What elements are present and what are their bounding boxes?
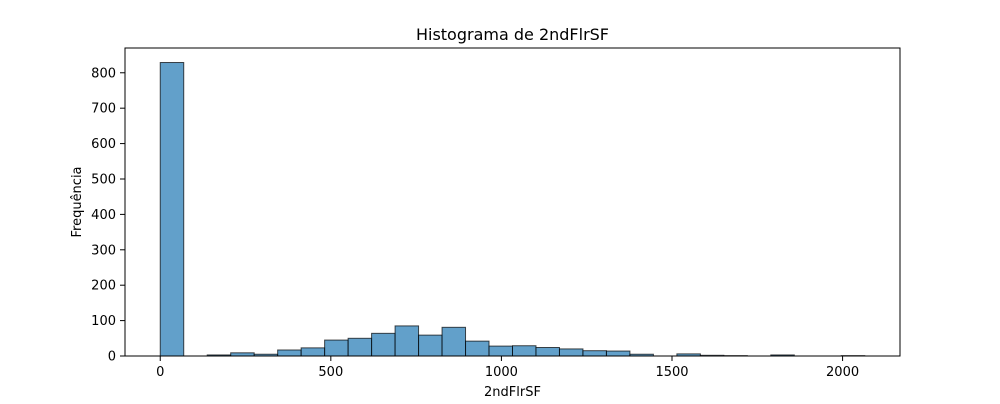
histogram-bar [536,348,559,356]
histogram-bar [395,326,418,356]
histogram-bar [466,341,489,356]
x-tick-label: 1000 [485,365,518,380]
x-tick-label: 500 [318,365,343,380]
histogram-bar [559,349,582,356]
y-tick-label: 600 [91,137,116,152]
histogram-bar [606,351,629,356]
histogram-bar [325,340,348,356]
x-tick-label: 2000 [826,365,859,380]
x-axis-label: 2ndFlrSF [484,385,541,400]
histogram-bar [489,346,512,356]
y-axis-ticks: 0 100 200 300 400 500 600 700 800 [91,66,125,364]
histogram-bar [419,335,442,356]
histogram-bar [301,348,324,356]
histogram-bar [372,333,395,356]
x-axis-ticks: 0 500 1000 1500 2000 [156,356,859,380]
y-tick-label: 200 [91,279,116,294]
histogram-bar [583,351,606,356]
histogram-bar [513,346,536,356]
histogram-bar [160,63,183,356]
plot-area-frame [125,48,900,356]
bars-group [160,63,865,356]
histogram-bar [442,327,465,356]
chart-title: Histograma de 2ndFlrSF [416,25,609,44]
y-tick-label: 100 [91,314,116,329]
y-tick-label: 500 [91,172,116,187]
y-tick-label: 300 [91,243,116,258]
x-tick-label: 1500 [655,365,688,380]
histogram-bar [278,350,301,356]
y-tick-label: 400 [91,208,116,223]
y-tick-label: 700 [91,102,116,117]
y-axis-label: Frequência [70,166,85,237]
x-tick-label: 0 [156,365,164,380]
histogram-bar [348,338,371,356]
y-tick-label: 800 [91,66,116,81]
y-tick-label: 0 [108,350,116,365]
